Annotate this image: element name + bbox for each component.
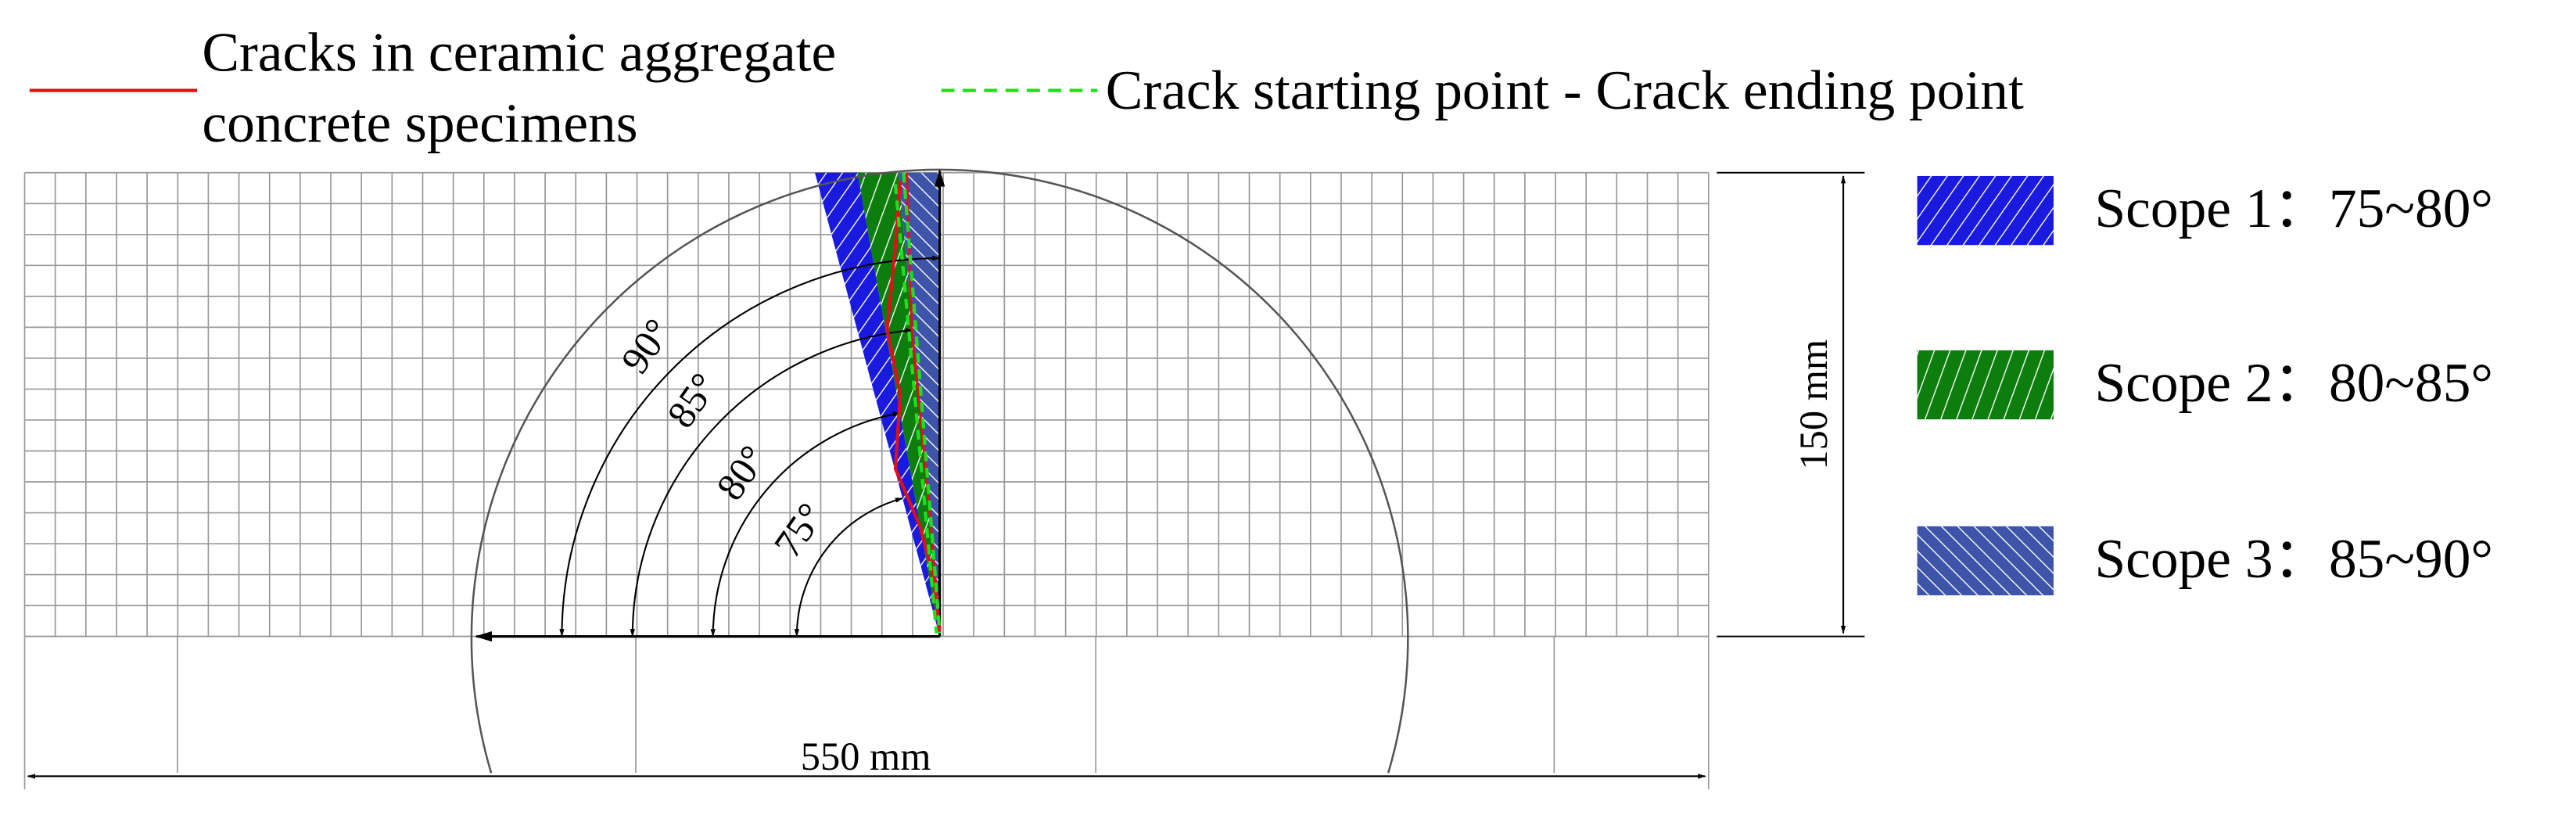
height-dimension: 150 mm — [1792, 339, 1835, 470]
scope-swatch — [1917, 350, 2054, 420]
scope-label: Scope 2：80~85° — [2094, 352, 2493, 414]
legend-dashed-text: Crack starting point - Crack ending poin… — [1106, 59, 2024, 121]
crack-line — [906, 172, 942, 634]
legend-crack-text: Cracks in ceramic aggregate — [202, 21, 836, 83]
crack-chord — [893, 184, 938, 634]
angle-arc — [794, 497, 904, 638]
dimension-lines — [27, 171, 1865, 779]
angle-label: 80° — [708, 437, 775, 508]
scope-label: Scope 1：75~80° — [2094, 178, 2493, 239]
angle-arc — [710, 411, 902, 638]
scope-swatch — [1917, 526, 2054, 596]
scope-swatch — [1917, 175, 2054, 246]
scope-label: Scope 3：85~90° — [2094, 528, 2493, 590]
angle-arcs — [559, 255, 941, 638]
legend-crack-text: concrete specimens — [202, 92, 637, 154]
crack-chord — [902, 172, 942, 634]
width-dimension: 550 mm — [801, 735, 931, 778]
